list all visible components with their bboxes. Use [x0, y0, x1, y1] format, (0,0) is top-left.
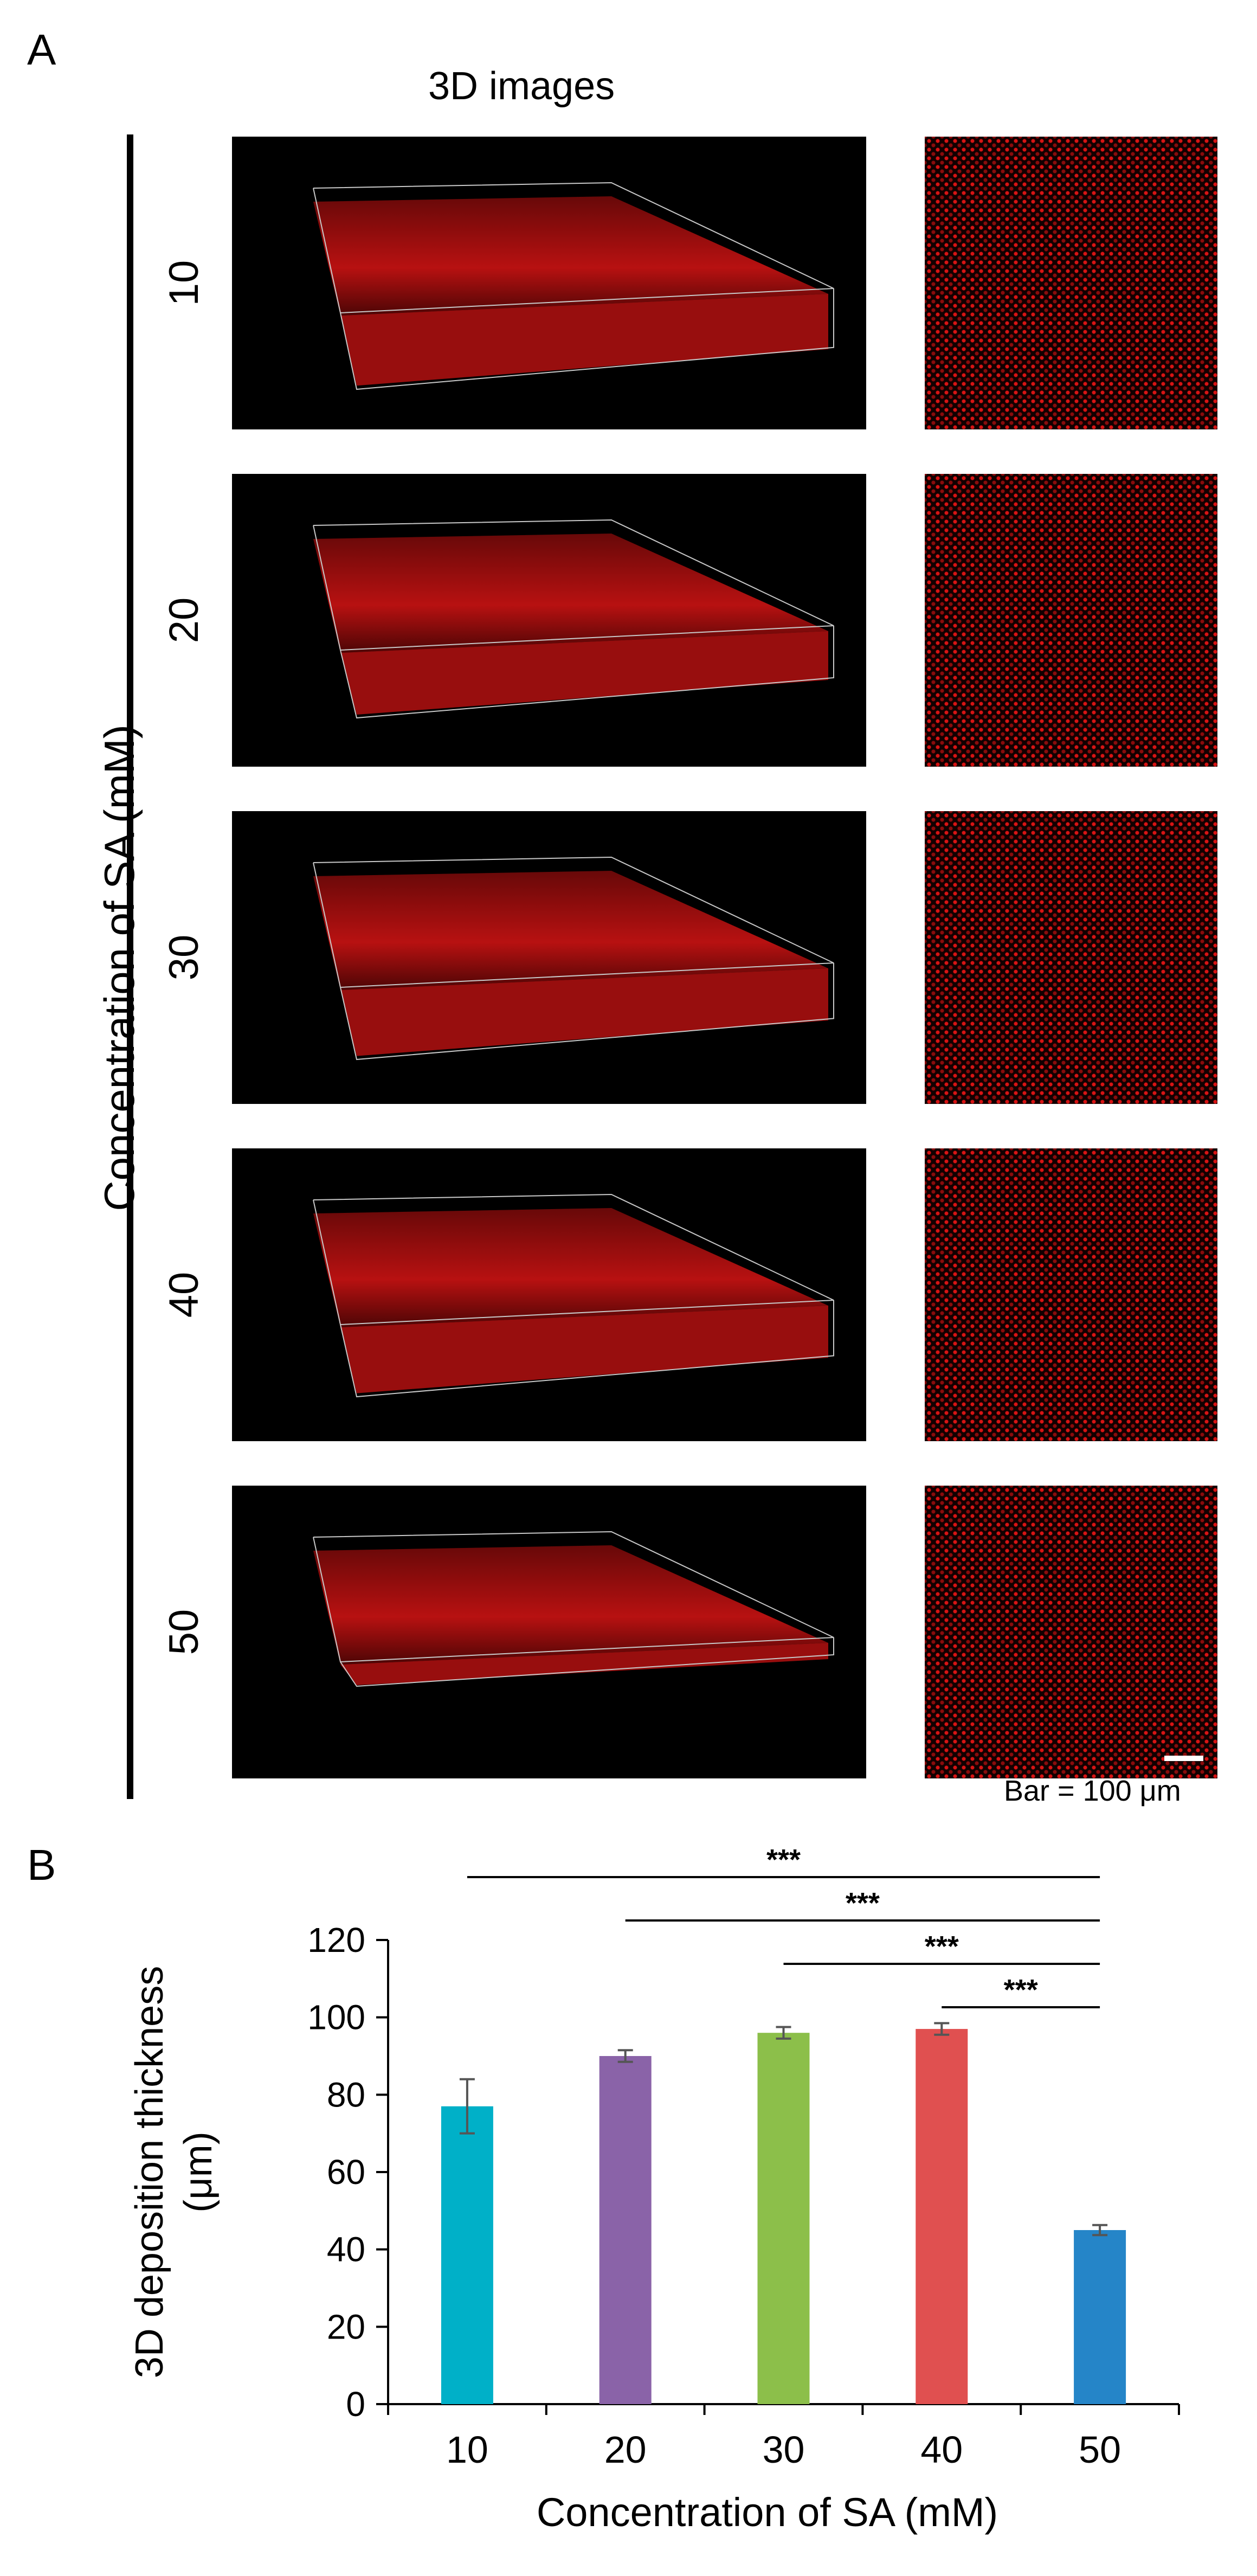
x-tick-label-10: 10: [446, 2429, 488, 2471]
scale-bar: [1164, 1756, 1203, 1761]
significance-label: ***: [846, 1887, 880, 1919]
y-tick-label: 100: [307, 1998, 365, 2037]
x-tick-label-40: 40: [920, 2429, 963, 2471]
confocal-3d-image: [232, 1486, 866, 1778]
bar-40: [916, 2029, 968, 2404]
bar-chart: 0 20 40 60 80 100 120 10 20 30 40 50 Concentration o…: [128, 1843, 1180, 2535]
bar-30: [757, 2033, 810, 2404]
left-divider-line: [127, 134, 133, 1799]
confocal-3d-image: [232, 1148, 866, 1441]
significance-label: ***: [766, 1843, 801, 1876]
y-tick-label: 0: [346, 2385, 365, 2424]
x-axis-title: Concentration of SA (mM): [537, 2490, 998, 2535]
y-axis-title-line-2: (μm): [177, 2131, 220, 2212]
confocal-3d-image: [232, 811, 866, 1104]
row-label-50: 50: [161, 1609, 207, 1655]
y-tick-label: 120: [307, 1920, 365, 1960]
y-tick-label: 20: [327, 2307, 365, 2346]
confocal-2d-image: [925, 474, 1217, 767]
confocal-3d-image: [232, 474, 866, 767]
significance-label: ***: [925, 1930, 959, 1963]
y-tick-label: 40: [327, 2230, 365, 2269]
bar-10: [441, 2106, 493, 2404]
bar-50: [1074, 2230, 1126, 2404]
confocal-2d-image: [925, 1486, 1217, 1778]
significance-label: ***: [1004, 1974, 1038, 2006]
row-label-30: 30: [161, 934, 207, 981]
scale-bar-label: Bar = 100 μm: [1004, 1775, 1181, 1807]
y-axis-title-line-1: 3D deposition thickness: [128, 1966, 171, 2378]
confocal-2d-image: [925, 137, 1217, 429]
row-label-40: 40: [161, 1271, 207, 1318]
y-tick-label: 60: [327, 2153, 365, 2192]
y-group-label: Concentration of SA (mM): [95, 724, 143, 1211]
row-label-20: 20: [161, 597, 207, 644]
confocal-2d-image: [925, 1148, 1217, 1441]
x-tick-label-30: 30: [763, 2429, 805, 2471]
bar-20: [599, 2056, 652, 2404]
column-header: 3D images: [428, 65, 615, 108]
x-tick-label-50: 50: [1079, 2429, 1121, 2471]
row-label-10: 10: [161, 260, 207, 306]
y-tick-label: 80: [327, 2075, 365, 2114]
x-tick-label-20: 20: [604, 2429, 647, 2471]
confocal-2d-image: [925, 811, 1217, 1104]
panel-b-letter: B: [27, 1841, 56, 1889]
panel-a-letter: A: [27, 25, 56, 74]
confocal-3d-image: [232, 137, 866, 429]
